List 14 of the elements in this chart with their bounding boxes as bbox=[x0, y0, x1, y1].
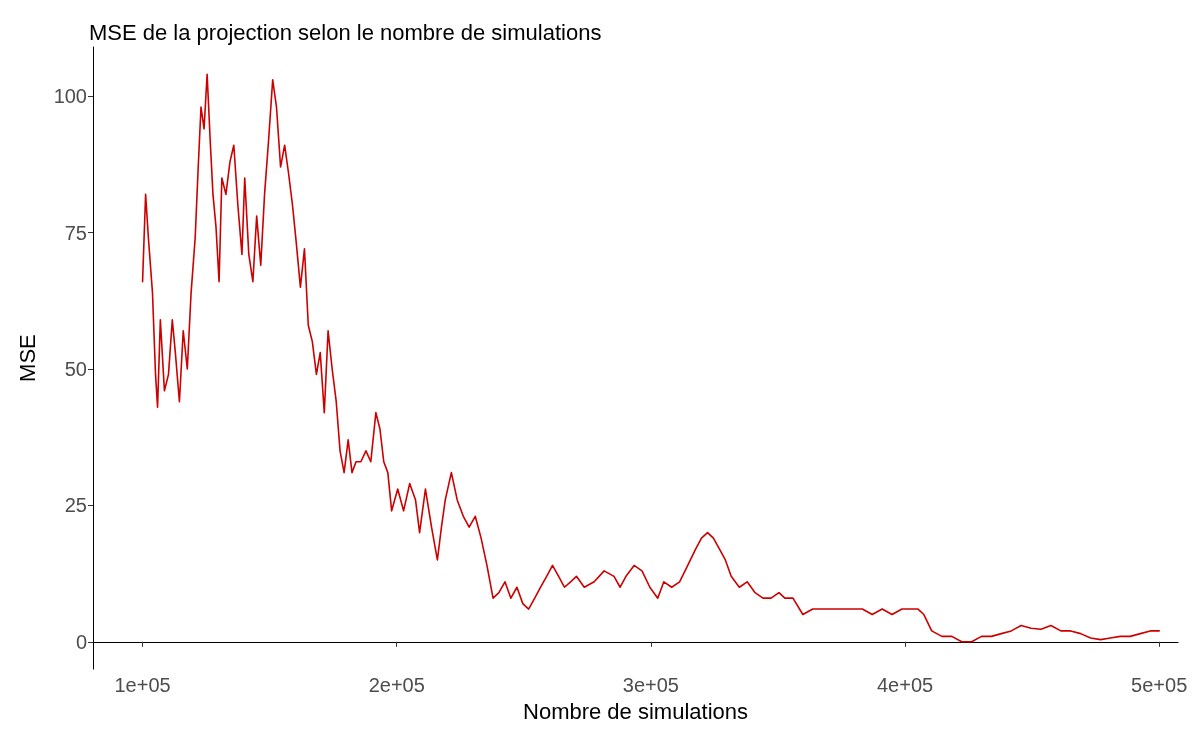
x-tick-label: 2e+05 bbox=[368, 674, 425, 697]
y-axis-title: MSE bbox=[14, 334, 40, 382]
y-tick-label: 0 bbox=[75, 630, 87, 653]
x-tick-label: 5e+05 bbox=[1131, 674, 1188, 697]
y-tick-label: 25 bbox=[64, 494, 87, 517]
y-tick-label: 100 bbox=[53, 85, 87, 108]
x-tick-label: 3e+05 bbox=[622, 674, 679, 697]
x-axis-title: Nombre de simulations bbox=[523, 698, 748, 724]
x-tick-label: 1e+05 bbox=[114, 674, 171, 697]
x-tick-label: 4e+05 bbox=[876, 674, 934, 697]
chart-title: MSE de la projection selon le nombre de simulations bbox=[89, 19, 602, 45]
y-tick-label: 75 bbox=[64, 221, 87, 244]
y-tick-label: 50 bbox=[64, 357, 87, 380]
line-series bbox=[141, 73, 1160, 643]
